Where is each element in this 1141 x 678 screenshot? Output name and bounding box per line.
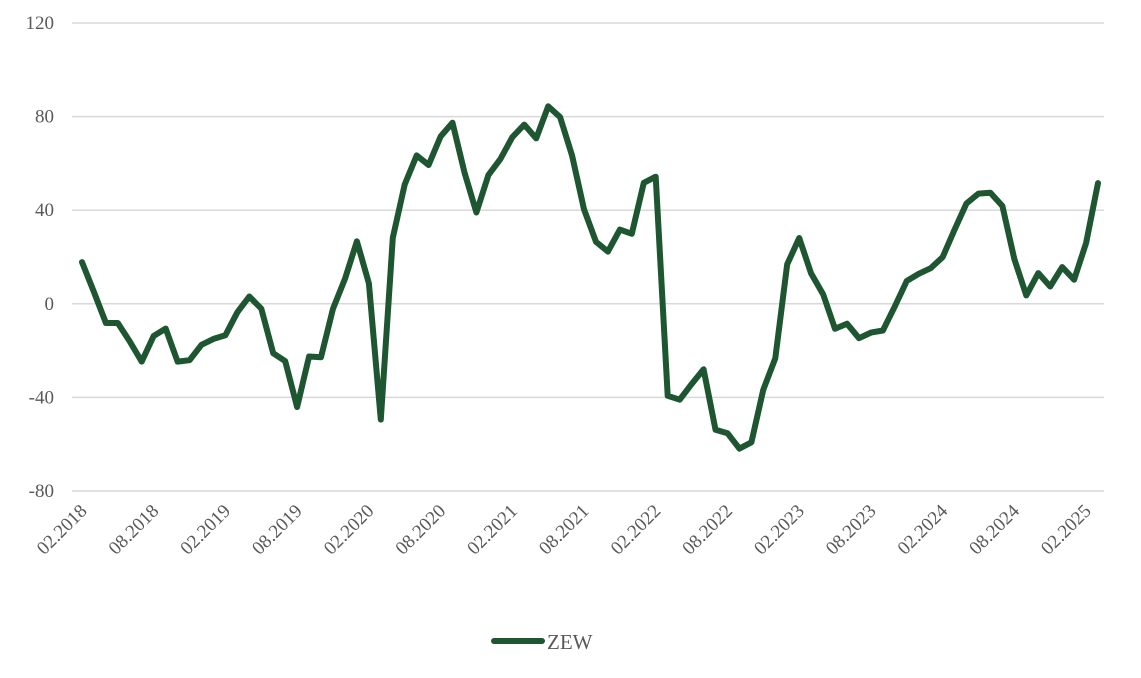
x-tick-label: 08.2018 [105,501,164,560]
x-tick-label: 02.2019 [176,501,235,560]
y-tick-label: 0 [45,294,55,315]
x-tick-label: 02.2024 [894,500,953,559]
y-tick-label: -80 [29,481,54,502]
x-tick-label: 02.2023 [750,501,809,560]
x-tick-label: 02.2021 [463,501,522,560]
y-tick-label: 80 [35,107,54,128]
x-tick-label: 02.2025 [1037,501,1096,560]
y-axis-tick-labels: -80 -40 0 40 80 120 [26,13,55,502]
y-tick-label: -40 [29,387,54,408]
x-tick-label: 08.2022 [678,501,737,560]
x-tick-label: 08.2019 [248,501,307,560]
x-tick-label: 02.2020 [320,501,379,560]
x-tick-label: 08.2020 [392,501,451,560]
x-tick-label: 08.2023 [822,501,881,560]
x-tick-label: 02.2018 [33,501,92,560]
x-tick-label: 08.2024 [965,500,1024,559]
x-tick-label: 02.2022 [607,501,666,560]
gridlines [72,23,1104,491]
legend: ZEW [494,630,593,654]
x-tick-label: 08.2021 [535,501,594,560]
y-tick-label: 120 [26,13,55,34]
y-tick-label: 40 [35,200,54,221]
legend-label-zew: ZEW [547,630,593,654]
